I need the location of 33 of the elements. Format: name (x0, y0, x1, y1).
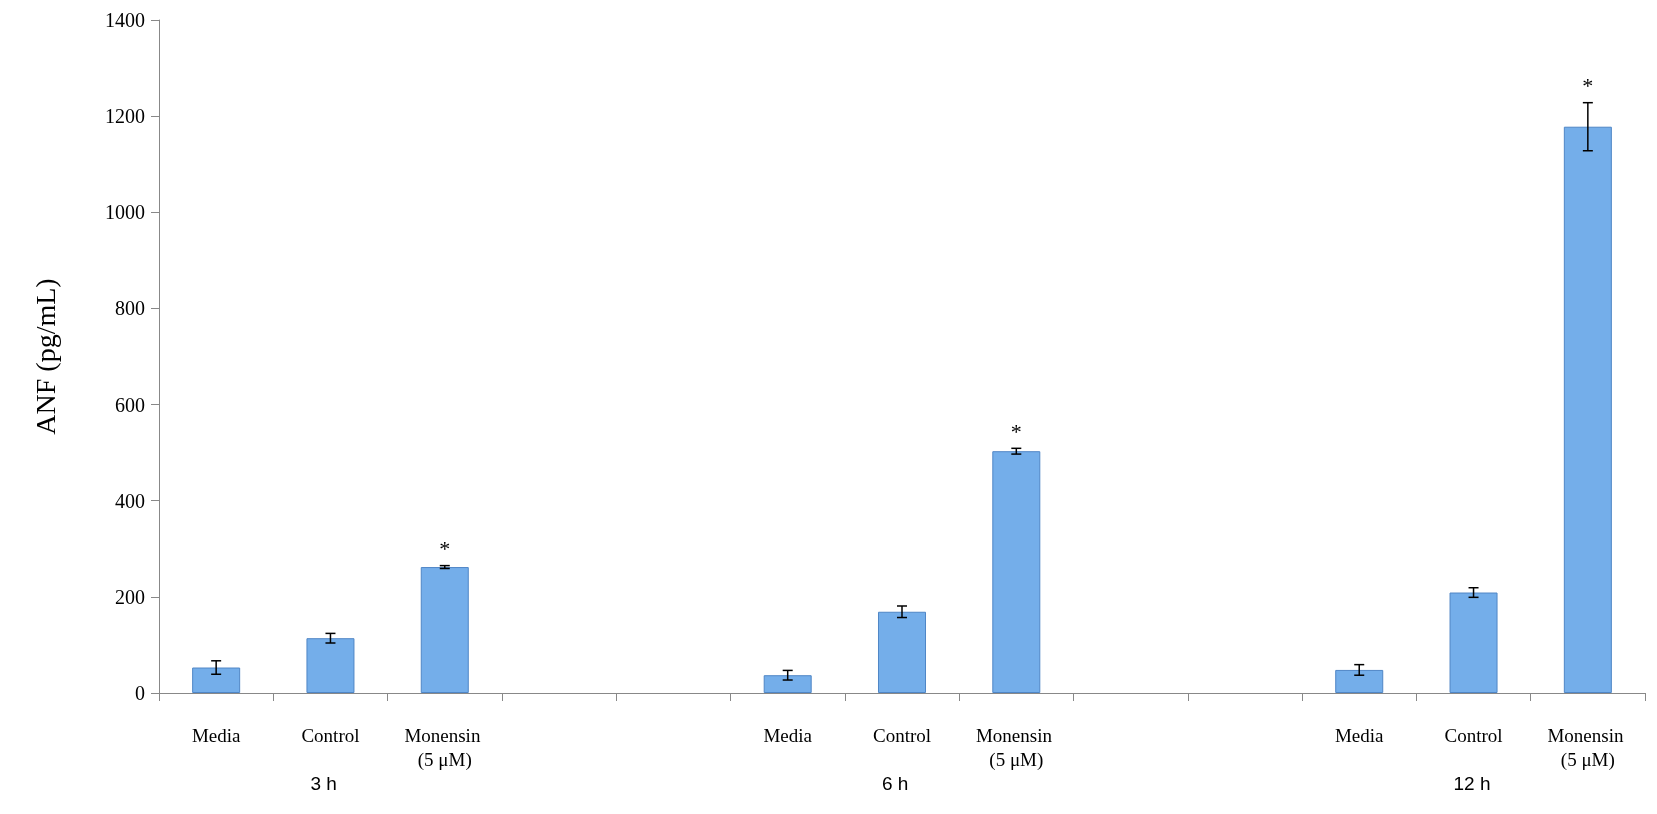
y-axis-title: ANF (pg/mL) (29, 278, 61, 435)
bar (992, 451, 1041, 693)
text: 6 h (882, 773, 909, 794)
y-tick-label: 0 (135, 682, 145, 704)
x-tick-label: Media (763, 724, 813, 746)
bar (306, 638, 355, 693)
bar (1335, 669, 1384, 693)
bar (878, 611, 926, 693)
y-tick-label: 800 (115, 297, 145, 320)
x-tick-label: Monensin (5 μM) (404, 724, 486, 771)
y-tick-label: 600 (115, 393, 145, 416)
data-label: * (1010, 418, 1022, 444)
y-tick-label: 1200 (105, 105, 145, 128)
bar (763, 675, 812, 693)
data-label: * (1582, 73, 1594, 99)
bar (420, 567, 469, 693)
bar (1563, 126, 1612, 693)
bar (1449, 592, 1498, 693)
x-tick-label: Control (872, 724, 932, 746)
bar (192, 667, 241, 693)
y-tick-label: 1400 (105, 9, 145, 31)
x-tick-label: Control (301, 724, 360, 746)
text: 3 h (310, 773, 337, 794)
x-tick-label: Monensin (5 μM) (1547, 724, 1629, 771)
y-tick-label: 200 (115, 585, 145, 608)
x-tick-label: Control (1444, 724, 1503, 746)
x-tick-label: Media (1334, 724, 1385, 746)
data-label: * (439, 536, 451, 562)
x-tick-label: Monensin (5 μM) (975, 724, 1057, 771)
text: 12 h (1453, 773, 1491, 794)
y-tick-label: 400 (115, 489, 145, 512)
y-tick-label: 1000 (105, 201, 145, 224)
x-tick-label: Media (191, 724, 241, 746)
